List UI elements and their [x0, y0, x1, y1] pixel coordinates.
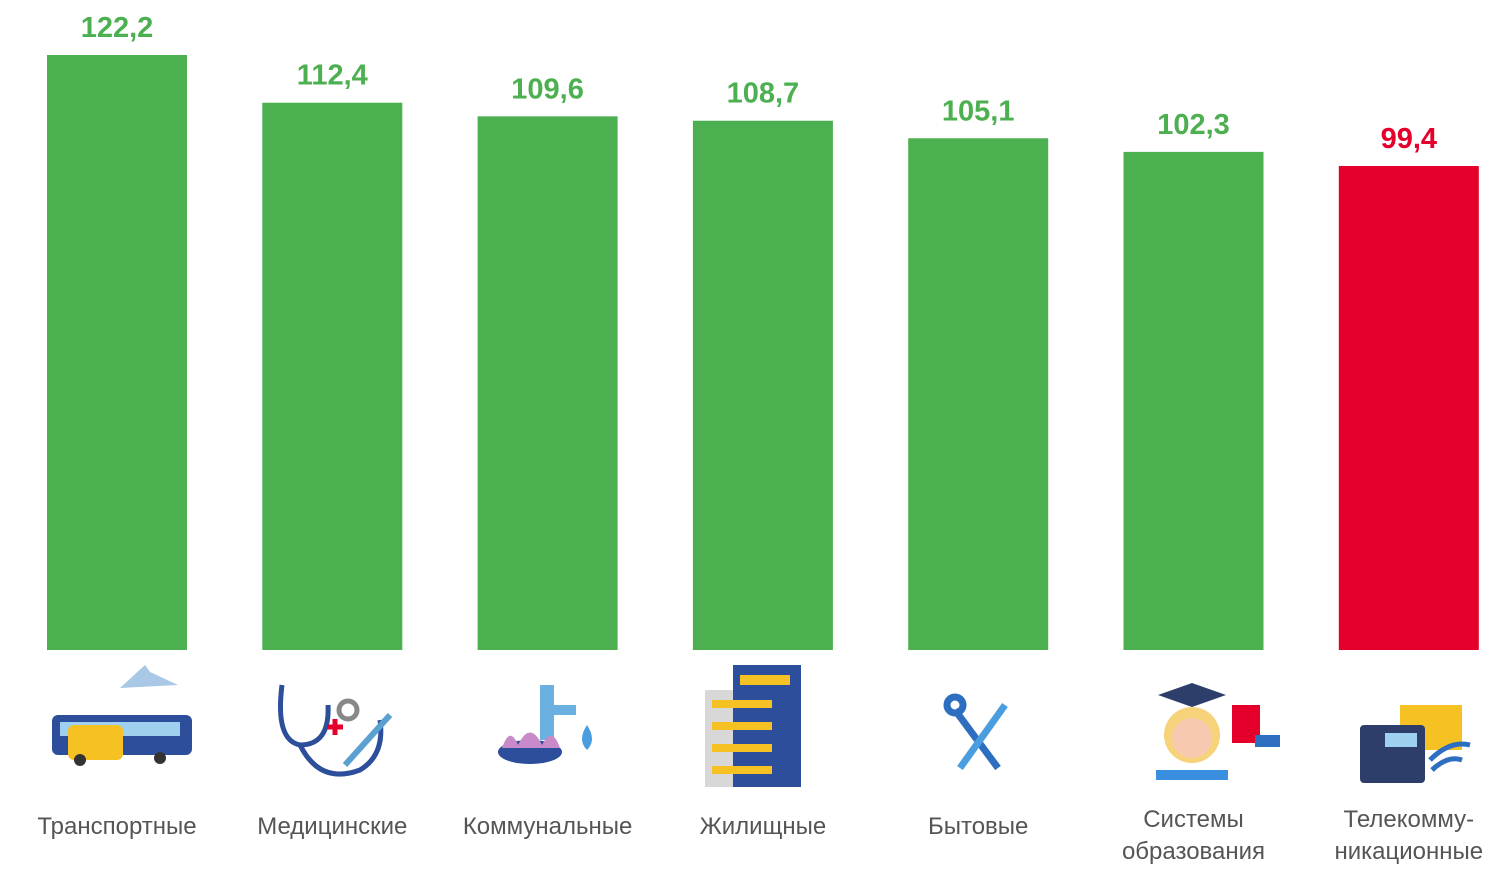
x-tick-label: Жилищные — [700, 813, 827, 840]
value-label: 108,7 — [727, 78, 800, 110]
bar — [1338, 166, 1479, 651]
x-tick-label: Медицинские — [257, 813, 407, 840]
x-tick-label: Телекомму- — [1344, 806, 1475, 833]
utilities-icon — [498, 685, 592, 764]
bar — [1123, 151, 1264, 650]
value-label: 109,6 — [511, 73, 584, 105]
household-icon — [943, 693, 1008, 771]
housing-icon — [705, 665, 801, 787]
x-tick-label: Бытовые — [928, 813, 1028, 840]
bar — [908, 138, 1049, 650]
value-label: 99,4 — [1381, 123, 1437, 155]
x-tick-label: Коммунальные — [463, 813, 633, 840]
bar — [692, 120, 833, 650]
value-label: 122,2 — [81, 12, 154, 44]
education-icon — [1156, 683, 1280, 780]
x-tick-label: образования — [1122, 838, 1265, 865]
bar — [477, 116, 618, 651]
value-label: 112,4 — [297, 60, 368, 92]
telecom-icon — [1360, 705, 1471, 783]
x-tick-label: Транспортные — [37, 813, 196, 840]
transport-icon — [52, 665, 192, 766]
bar — [262, 102, 403, 650]
x-tick-label: никационные — [1334, 838, 1483, 865]
value-label: 102,3 — [1157, 109, 1230, 141]
x-tick-label: Системы — [1143, 806, 1244, 833]
medical-icon — [277, 684, 393, 777]
bar — [47, 55, 187, 650]
icons — [52, 665, 1471, 787]
value-label: 105,1 — [942, 95, 1015, 127]
